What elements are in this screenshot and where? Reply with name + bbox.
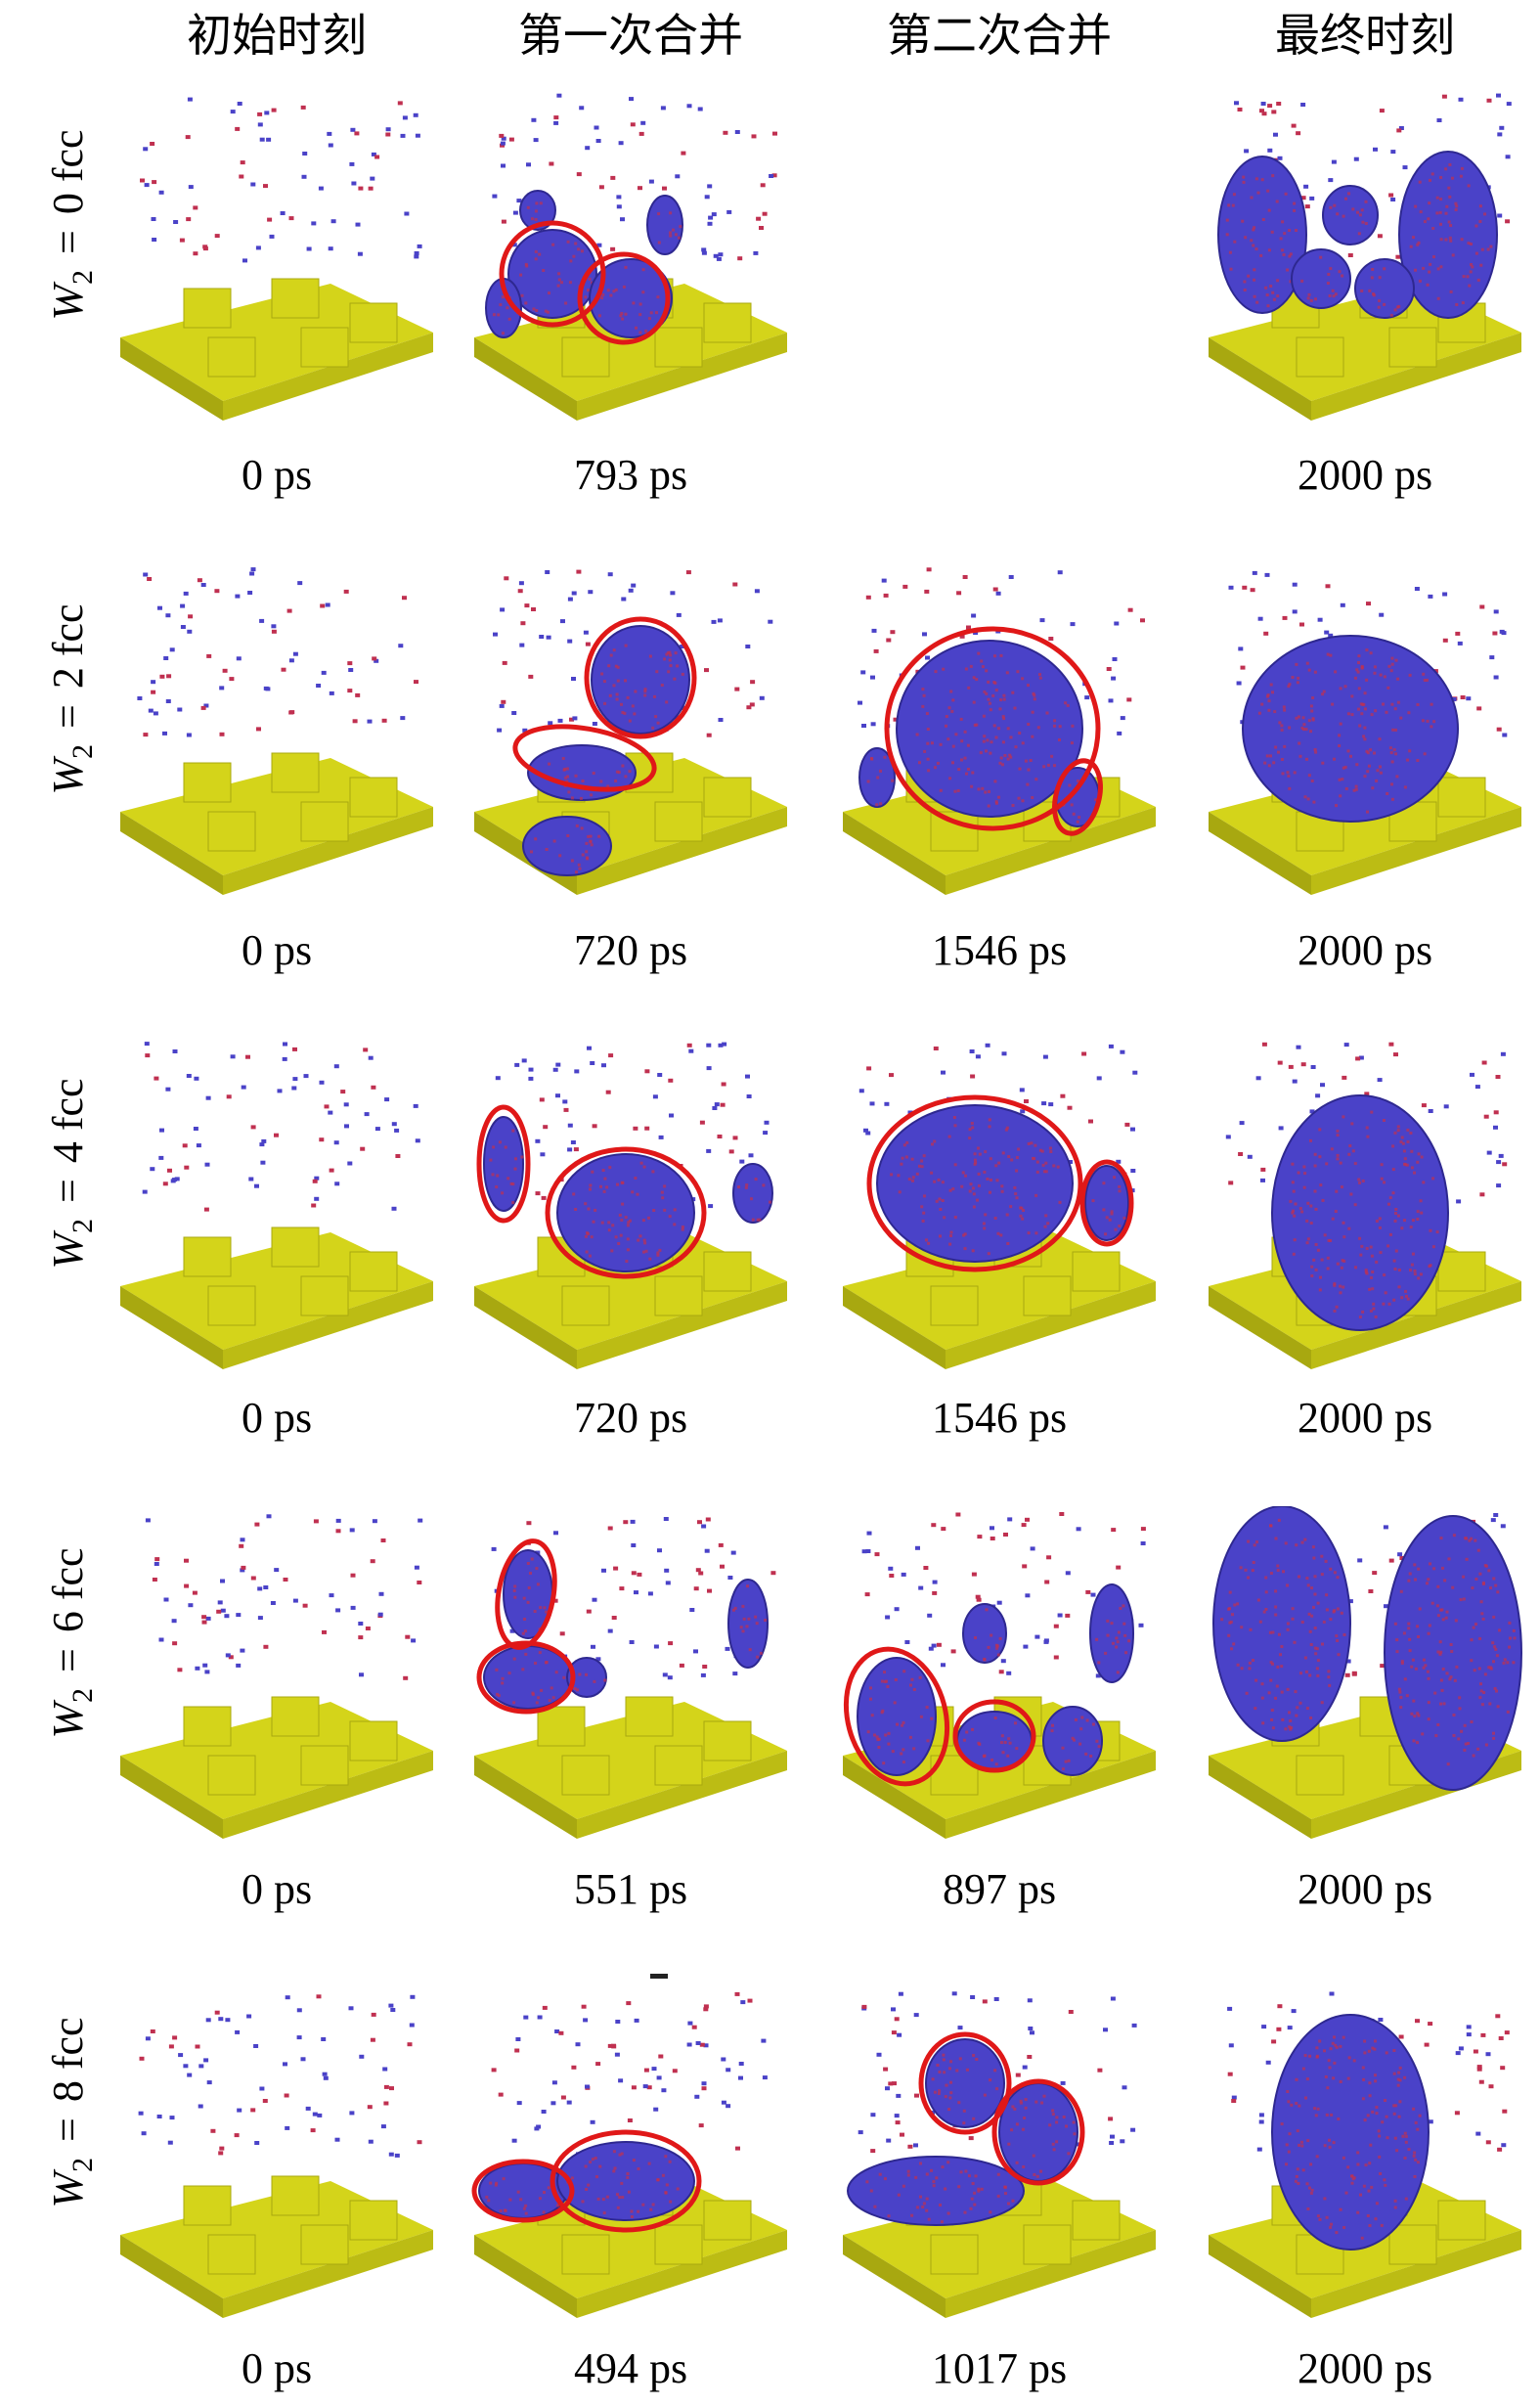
w-symbol: W2 bbox=[44, 2157, 99, 2208]
column-header-second-merge: 第二次合并 bbox=[887, 9, 1112, 62]
time-caption: 1546 ps bbox=[931, 926, 1068, 974]
column-header-initial: 初始时刻 bbox=[187, 9, 367, 62]
w-value: 8 fcc bbox=[44, 2017, 92, 2103]
time-caption: 0 ps bbox=[241, 1394, 313, 1442]
time-caption: 2000 ps bbox=[1297, 1865, 1433, 1913]
simulation-snapshot bbox=[838, 1985, 1161, 2357]
simulation-snapshot bbox=[115, 1985, 438, 2357]
simulation-snapshot bbox=[469, 88, 792, 460]
simulation-snapshot bbox=[838, 1506, 1161, 1878]
time-caption: 2000 ps bbox=[1297, 451, 1433, 499]
w-subscript: 2 bbox=[66, 269, 99, 285]
time-caption: 720 ps bbox=[573, 926, 688, 974]
simulation-snapshot bbox=[1204, 1985, 1526, 2357]
row-label-w2: W2 = 8 fcc bbox=[37, 1907, 100, 2318]
time-caption: 720 ps bbox=[573, 1394, 688, 1442]
w-value: 4 fcc bbox=[44, 1078, 92, 1164]
time-caption: 0 ps bbox=[241, 1865, 313, 1913]
w-symbol: W2 bbox=[44, 269, 99, 321]
simulation-snapshot bbox=[115, 88, 438, 460]
row-label-w2: W2 = 6 fcc bbox=[37, 1438, 100, 1849]
w-symbol: W2 bbox=[44, 1218, 99, 1270]
time-caption: 2000 ps bbox=[1297, 2344, 1433, 2392]
time-caption: 0 ps bbox=[241, 451, 313, 499]
w-value: 2 fcc bbox=[44, 603, 92, 690]
equals-sign: = bbox=[44, 1648, 92, 1672]
time-caption: 551 ps bbox=[573, 1865, 688, 1913]
simulation-snapshot bbox=[1204, 562, 1526, 934]
time-caption: 2000 ps bbox=[1297, 1394, 1433, 1442]
w-value: 6 fcc bbox=[44, 1547, 92, 1633]
simulation-snapshot bbox=[469, 1506, 792, 1878]
simulation-snapshot bbox=[1204, 88, 1526, 460]
time-caption: 0 ps bbox=[241, 926, 313, 974]
time-caption: 2000 ps bbox=[1297, 926, 1433, 974]
simulation-snapshot bbox=[469, 1037, 792, 1408]
stray-mark bbox=[650, 1974, 668, 1979]
time-caption: 1017 ps bbox=[931, 2344, 1068, 2392]
time-caption: 1546 ps bbox=[931, 1394, 1068, 1442]
time-caption: 494 ps bbox=[573, 2344, 688, 2392]
time-caption: 0 ps bbox=[241, 2344, 313, 2392]
w-subscript: 2 bbox=[66, 1218, 99, 1233]
simulation-snapshot bbox=[115, 1506, 438, 1878]
w-value: 0 fcc bbox=[44, 129, 92, 215]
equals-sign: = bbox=[44, 1179, 92, 1203]
simulation-snapshot bbox=[469, 1985, 792, 2357]
simulation-snapshot bbox=[115, 1037, 438, 1408]
time-caption: 793 ps bbox=[573, 451, 688, 499]
column-header-first-merge: 第一次合并 bbox=[518, 9, 743, 62]
equals-sign: = bbox=[44, 704, 92, 729]
w-symbol: W2 bbox=[44, 743, 99, 795]
w-subscript: 2 bbox=[66, 743, 99, 759]
w-symbol: W2 bbox=[44, 1687, 99, 1739]
row-label-w2: W2 = 4 fcc bbox=[37, 968, 100, 1379]
row-label-w2: W2 = 0 fcc bbox=[37, 20, 100, 430]
row-label-w2: W2 = 2 fcc bbox=[37, 494, 100, 905]
simulation-snapshot bbox=[1204, 1037, 1526, 1408]
w-subscript: 2 bbox=[66, 1687, 99, 1703]
time-caption: 897 ps bbox=[942, 1865, 1057, 1913]
column-header-final: 最终时刻 bbox=[1275, 9, 1455, 62]
simulation-snapshot bbox=[838, 1037, 1161, 1408]
simulation-snapshot bbox=[838, 562, 1161, 934]
simulation-snapshot bbox=[1204, 1506, 1526, 1878]
equals-sign: = bbox=[44, 230, 92, 254]
simulation-snapshot bbox=[469, 562, 792, 934]
equals-sign: = bbox=[44, 2117, 92, 2142]
simulation-snapshot bbox=[115, 562, 438, 934]
w-subscript: 2 bbox=[66, 2157, 99, 2172]
